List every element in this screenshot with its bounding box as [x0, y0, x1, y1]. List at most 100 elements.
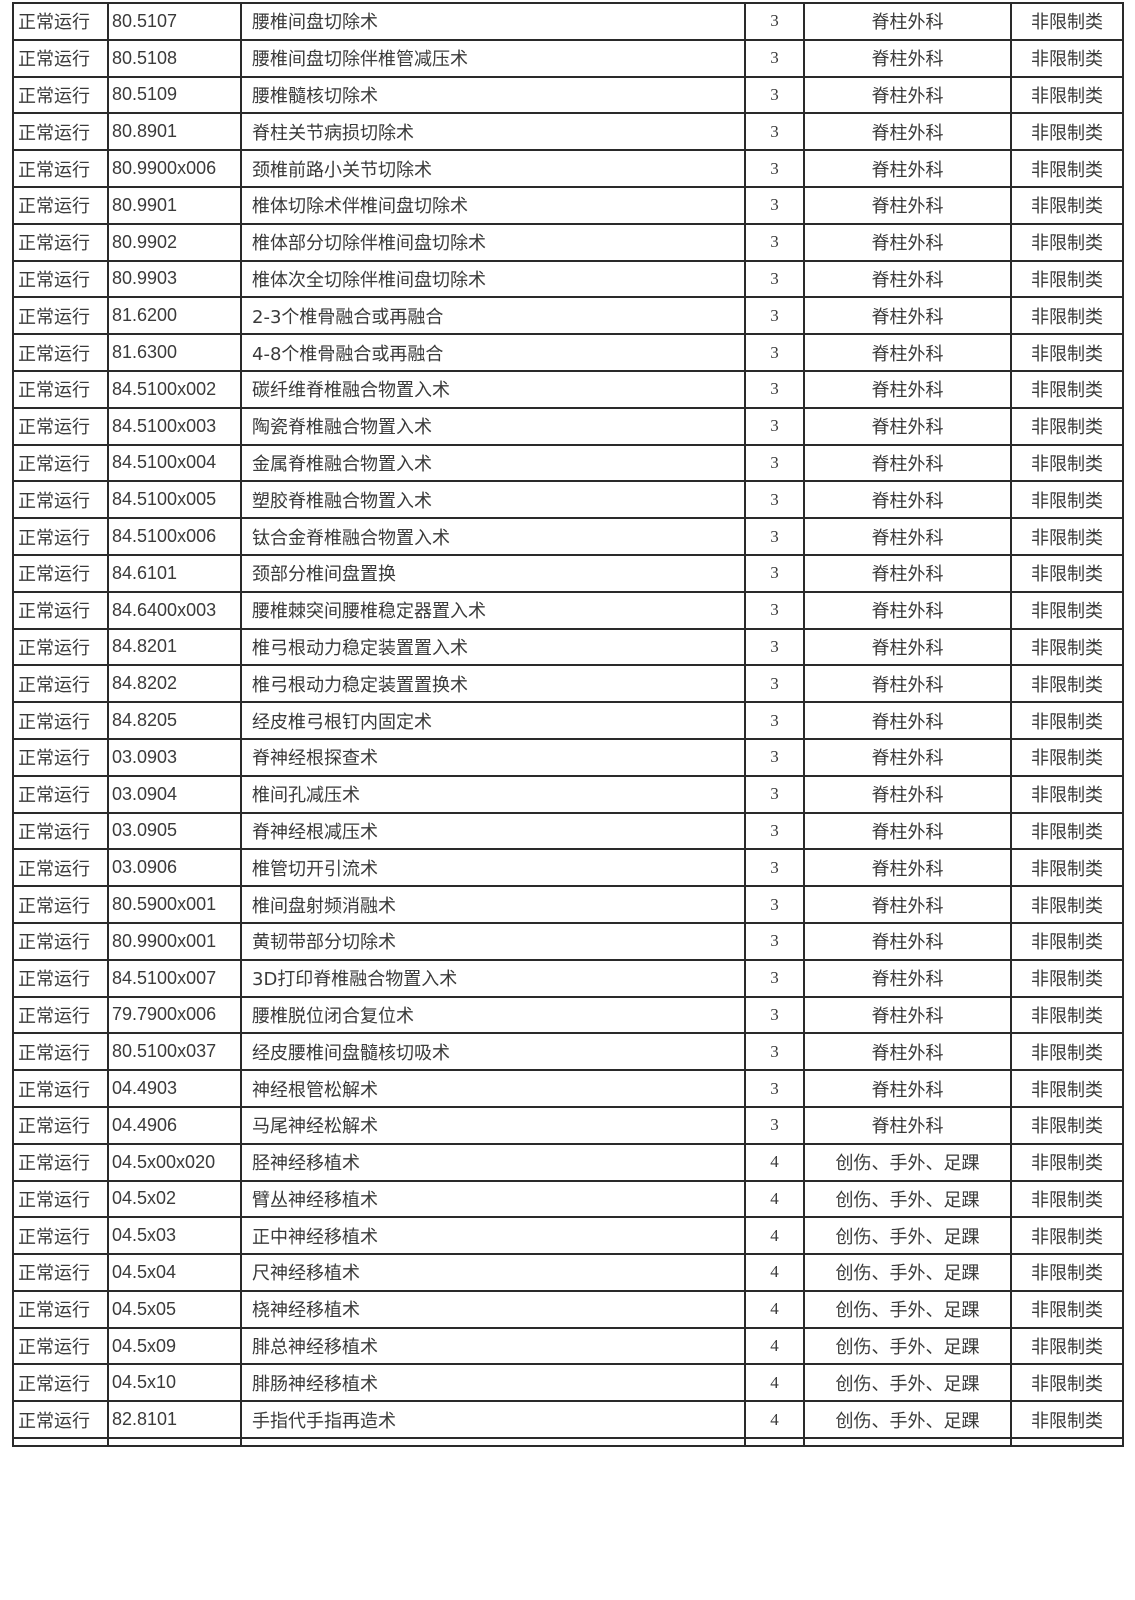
cell-category: 非限制类	[1010, 75, 1124, 115]
empty-cell	[240, 1437, 746, 1448]
cell-department: 脊柱外科	[803, 369, 1012, 409]
cell-procedure-name: 椎间孔减压术	[240, 774, 746, 814]
cell-procedure-name: 黄韧带部分切除术	[240, 921, 746, 961]
table-row: 正常运行 04.5x02 臂丛神经移植术 4 创伤、手外、足踝 非限制类	[12, 1179, 1124, 1219]
table-row: 正常运行 80.5108 腰椎间盘切除伴椎管减压术 3 脊柱外科 非限制类	[12, 38, 1124, 78]
cell-procedure-name: 钛合金脊椎融合物置入术	[240, 517, 746, 556]
cell-procedure-name: 椎体次全切除伴椎间盘切除术	[240, 259, 746, 299]
cell-code: 03.0903	[107, 737, 242, 777]
cell-department: 脊柱外科	[803, 406, 1012, 446]
cell-code: 84.5100x005	[107, 480, 242, 520]
cell-category: 非限制类	[1010, 296, 1124, 336]
cell-level: 3	[744, 664, 805, 704]
table-body: 正常运行 80.5107 腰椎间盘切除术 3 脊柱外科 非限制类 正常运行 80.5108 腰椎…	[12, 2, 1124, 1448]
cell-level: 4	[744, 1363, 805, 1403]
cell-procedure-name: 2-3个椎骨融合或再融合	[240, 296, 746, 336]
cell-department: 脊柱外科	[803, 885, 1012, 924]
cell-category: 非限制类	[1010, 921, 1124, 961]
cell-status: 正常运行	[12, 38, 109, 78]
cell-category: 非限制类	[1010, 627, 1124, 667]
cell-level: 3	[744, 1032, 805, 1072]
empty-cell	[1010, 1437, 1124, 1448]
table-row: 正常运行 04.5x09 腓总神经移植术 4 创伤、手外、足踝 非限制类	[12, 1326, 1124, 1366]
cell-department: 脊柱外科	[803, 259, 1012, 299]
cell-level: 3	[744, 701, 805, 740]
cell-level: 4	[744, 1142, 805, 1182]
cell-code: 80.9900x006	[107, 149, 242, 188]
cell-level: 3	[744, 185, 805, 225]
table-row: 正常运行 04.5x03 正中神经移植术 4 创伤、手外、足踝 非限制类	[12, 1216, 1124, 1256]
cell-department: 脊柱外科	[803, 627, 1012, 667]
cell-code: 04.4906	[107, 1105, 242, 1145]
cell-department: 脊柱外科	[803, 222, 1012, 262]
cell-code: 04.5x04	[107, 1253, 242, 1292]
cell-code: 84.8202	[107, 664, 242, 704]
cell-status: 正常运行	[12, 1216, 109, 1256]
cell-category: 非限制类	[1010, 1400, 1124, 1440]
cell-status: 正常运行	[12, 185, 109, 225]
cell-level: 3	[744, 149, 805, 188]
cell-code: 81.6200	[107, 296, 242, 336]
table-row: 正常运行 84.5100x005 塑胶脊椎融合物置入术 3 脊柱外科 非限制类	[12, 480, 1124, 520]
cell-procedure-name: 腰椎间盘切除术	[240, 2, 746, 41]
cell-status: 正常运行	[12, 958, 109, 998]
cell-code: 80.9900x001	[107, 921, 242, 961]
cell-procedure-name: 腰椎间盘切除伴椎管减压术	[240, 38, 746, 78]
cell-procedure-name: 胫神经移植术	[240, 1142, 746, 1182]
cell-department: 脊柱外科	[803, 443, 1012, 483]
cell-level: 3	[744, 921, 805, 961]
cell-procedure-name: 脊神经根减压术	[240, 811, 746, 851]
table-row: 正常运行 84.5100x006 钛合金脊椎融合物置入术 3 脊柱外科 非限制类	[12, 517, 1124, 556]
cell-procedure-name: 腰椎髓核切除术	[240, 75, 746, 115]
cell-category: 非限制类	[1010, 38, 1124, 78]
cell-level: 4	[744, 1400, 805, 1440]
cell-procedure-name: 尺神经移植术	[240, 1253, 746, 1292]
cell-level: 4	[744, 1179, 805, 1219]
cell-level: 3	[744, 848, 805, 888]
cell-procedure-name: 腰椎脱位闭合复位术	[240, 995, 746, 1035]
cell-code: 80.5100x037	[107, 1032, 242, 1072]
table-row: 正常运行 80.9901 椎体切除术伴椎间盘切除术 3 脊柱外科 非限制类	[12, 185, 1124, 225]
cell-department: 脊柱外科	[803, 1105, 1012, 1145]
cell-level: 3	[744, 885, 805, 924]
cell-code: 04.5x00x020	[107, 1142, 242, 1182]
cell-category: 非限制类	[1010, 259, 1124, 299]
cell-procedure-name: 脊柱关节病损切除术	[240, 112, 746, 152]
table-row: 正常运行 84.8205 经皮椎弓根钉内固定术 3 脊柱外科 非限制类	[12, 701, 1124, 740]
cell-department: 脊柱外科	[803, 701, 1012, 740]
cell-category: 非限制类	[1010, 774, 1124, 814]
cell-department: 脊柱外科	[803, 921, 1012, 961]
cell-code: 04.5x05	[107, 1289, 242, 1329]
cell-code: 80.9901	[107, 185, 242, 225]
cell-procedure-name: 椎间盘射频消融术	[240, 885, 746, 924]
cell-category: 非限制类	[1010, 1253, 1124, 1292]
cell-status: 正常运行	[12, 406, 109, 446]
cell-code: 81.6300	[107, 333, 242, 372]
cell-procedure-name: 椎体部分切除伴椎间盘切除术	[240, 222, 746, 262]
cell-procedure-name: 正中神经移植术	[240, 1216, 746, 1256]
table-row: 正常运行 04.5x05 桡神经移植术 4 创伤、手外、足踝 非限制类	[12, 1289, 1124, 1329]
cell-level: 3	[744, 1105, 805, 1145]
cell-category: 非限制类	[1010, 1032, 1124, 1072]
cell-procedure-name: 桡神经移植术	[240, 1289, 746, 1329]
cell-procedure-name: 颈部分椎间盘置换	[240, 553, 746, 593]
cell-procedure-name: 4-8个椎骨融合或再融合	[240, 333, 746, 372]
cell-code: 80.5107	[107, 2, 242, 41]
cell-code: 03.0905	[107, 811, 242, 851]
cell-level: 3	[744, 406, 805, 446]
table-row: 正常运行 04.4903 神经根管松解术 3 脊柱外科 非限制类	[12, 1069, 1124, 1108]
cell-code: 04.5x10	[107, 1363, 242, 1403]
cell-code: 80.9902	[107, 222, 242, 262]
cell-category: 非限制类	[1010, 333, 1124, 372]
cell-procedure-name: 椎管切开引流术	[240, 848, 746, 888]
cell-level: 4	[744, 1253, 805, 1292]
cell-status: 正常运行	[12, 664, 109, 704]
cell-category: 非限制类	[1010, 443, 1124, 483]
table-row: 正常运行 80.9903 椎体次全切除伴椎间盘切除术 3 脊柱外科 非限制类	[12, 259, 1124, 299]
cell-department: 脊柱外科	[803, 2, 1012, 41]
cell-level: 3	[744, 958, 805, 998]
empty-cell	[12, 1437, 109, 1448]
cell-department: 创伤、手外、足踝	[803, 1400, 1012, 1440]
cell-procedure-name: 金属脊椎融合物置入术	[240, 443, 746, 483]
table-row-partial	[12, 1437, 1124, 1448]
